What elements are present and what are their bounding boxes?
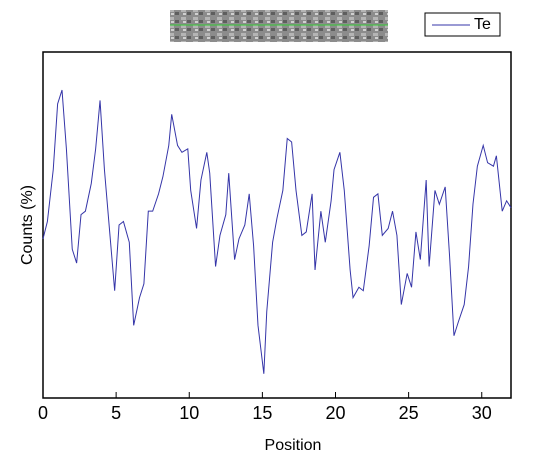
x-tick-label: 10 <box>179 403 199 423</box>
legend-label: Te <box>474 16 491 33</box>
legend: Te <box>424 12 501 37</box>
sem-image <box>170 10 388 42</box>
x-tick-label: 20 <box>325 403 345 423</box>
x-tick-label: 15 <box>252 403 272 423</box>
x-axis-label: Position <box>265 437 322 454</box>
plot-frame <box>42 51 512 399</box>
x-tick-label: 30 <box>472 403 492 423</box>
x-tick-label: 5 <box>111 403 121 423</box>
y-axis-label: Counts (%) <box>19 185 36 265</box>
x-tick-label: 25 <box>399 403 419 423</box>
x-tick-label: 0 <box>38 403 48 423</box>
data-line <box>42 89 512 374</box>
